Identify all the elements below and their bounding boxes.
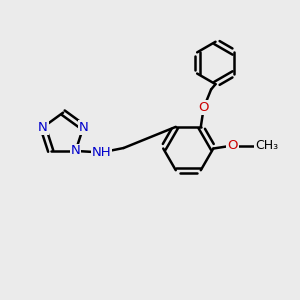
Text: CH₃: CH₃ xyxy=(255,139,278,152)
Text: NH: NH xyxy=(92,146,111,159)
Text: O: O xyxy=(227,139,238,152)
Text: N: N xyxy=(71,145,80,158)
Text: N: N xyxy=(78,121,88,134)
Text: O: O xyxy=(199,101,209,114)
Text: N: N xyxy=(38,121,48,134)
